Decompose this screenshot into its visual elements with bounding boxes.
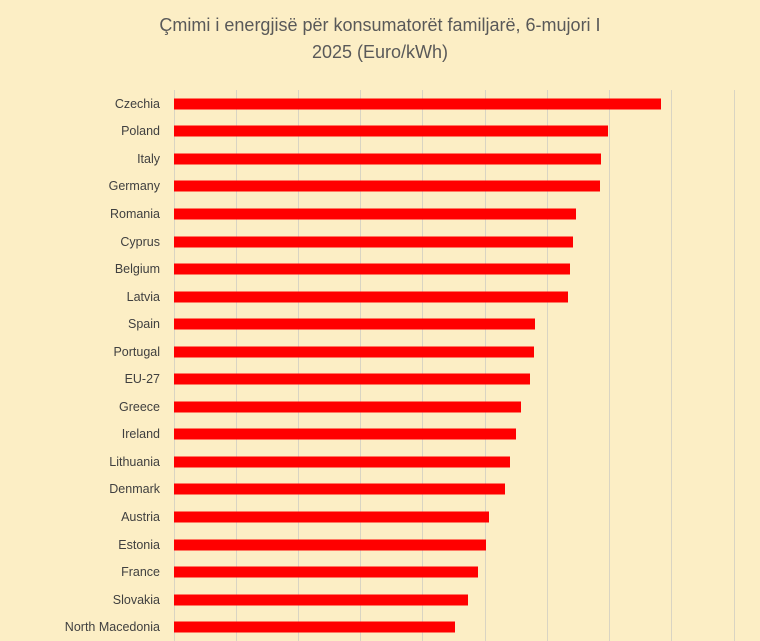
bar xyxy=(174,346,534,358)
x-gridline xyxy=(671,90,673,641)
bar-track xyxy=(174,448,760,476)
bar-track xyxy=(174,338,760,366)
y-axis-line xyxy=(173,90,175,641)
category-label: Germany xyxy=(108,179,160,194)
bar-track xyxy=(174,145,760,173)
bar xyxy=(174,153,601,165)
chart-rows: Czechia Poland Italy Germany Romania Cyprus Be… xyxy=(0,90,760,641)
bar xyxy=(174,401,522,413)
chart-title-line-2: 2025 (Euro/kWh) xyxy=(311,42,449,62)
bar xyxy=(174,291,569,303)
x-gridline xyxy=(484,90,486,641)
plot-area xyxy=(173,90,735,641)
chart-row: Portugal xyxy=(0,338,760,366)
bar xyxy=(174,373,530,385)
bar-track xyxy=(174,118,760,146)
bar xyxy=(174,125,609,137)
category-label: Austria xyxy=(121,509,160,524)
bar xyxy=(174,428,517,440)
chart-row: Poland xyxy=(0,118,760,146)
chart-row: Ireland xyxy=(0,421,760,449)
bar xyxy=(174,483,506,495)
chart-title: Çmimi i energjisë për konsumatorët famil… xyxy=(0,12,760,66)
bar-track xyxy=(174,283,760,311)
category-label: Romania xyxy=(109,206,160,221)
bar xyxy=(174,236,574,247)
x-gridline xyxy=(297,90,299,641)
bar xyxy=(174,180,600,192)
category-label: Lithuania xyxy=(109,454,160,469)
bar xyxy=(174,318,535,330)
category-label: Cyprus xyxy=(120,234,160,249)
bar xyxy=(174,539,487,551)
category-label: Ireland xyxy=(121,427,160,442)
category-label: EU-27 xyxy=(124,372,160,387)
chart-row: Austria xyxy=(0,503,760,531)
category-label: North Macedonia xyxy=(64,620,160,635)
bar-track xyxy=(174,586,760,614)
bar xyxy=(174,263,570,275)
bar xyxy=(174,511,489,523)
bar-track xyxy=(174,421,760,449)
chart-row: Romania xyxy=(0,200,760,228)
bar xyxy=(174,594,468,606)
chart-row: Spain xyxy=(0,310,760,338)
bar-track xyxy=(174,228,760,256)
chart-row: North Macedonia xyxy=(0,613,760,641)
category-label: Estonia xyxy=(118,537,160,552)
x-gridline xyxy=(733,90,735,641)
chart-row: EU-27 xyxy=(0,365,760,393)
x-gridline xyxy=(422,90,424,641)
chart-row: Latvia xyxy=(0,283,760,311)
bar-track xyxy=(174,476,760,504)
chart-row: France xyxy=(0,558,760,586)
category-label: Spain xyxy=(128,317,160,332)
chart-row: Lithuania xyxy=(0,448,760,476)
category-label: Greece xyxy=(119,399,160,414)
bar-track xyxy=(174,503,760,531)
category-label: Italy xyxy=(137,151,160,166)
category-label: Czechia xyxy=(114,96,160,111)
category-label: Poland xyxy=(121,124,160,139)
chart-row: Belgium xyxy=(0,255,760,283)
chart-row: Germany xyxy=(0,173,760,201)
bar xyxy=(174,566,478,578)
bar-track xyxy=(174,558,760,586)
category-label: Denmark xyxy=(109,482,160,497)
bar xyxy=(174,456,510,468)
chart-row: Italy xyxy=(0,145,760,173)
bar-track xyxy=(174,531,760,559)
chart-row: Czechia xyxy=(0,90,760,118)
category-label: Portugal xyxy=(113,344,160,359)
x-gridline xyxy=(546,90,548,641)
chart-row: Denmark xyxy=(0,476,760,504)
bar-track xyxy=(174,365,760,393)
bar-track xyxy=(174,613,760,641)
category-label: France xyxy=(121,565,160,580)
chart-row: Greece xyxy=(0,393,760,421)
bar xyxy=(174,208,576,220)
bar-track xyxy=(174,90,760,118)
bar xyxy=(174,98,661,110)
x-gridline xyxy=(609,90,611,641)
category-label: Latvia xyxy=(126,289,160,304)
x-gridline xyxy=(235,90,237,641)
x-gridline xyxy=(360,90,362,641)
bar-track xyxy=(174,393,760,421)
bar xyxy=(174,621,456,633)
bar-track xyxy=(174,255,760,283)
bar-track xyxy=(174,200,760,228)
bar-track xyxy=(174,310,760,338)
chart-row: Slovakia xyxy=(0,586,760,614)
chart-row: Cyprus xyxy=(0,228,760,256)
category-label: Belgium xyxy=(114,262,160,277)
chart-row: Estonia xyxy=(0,531,760,559)
bar-track xyxy=(174,173,760,201)
category-label: Slovakia xyxy=(112,592,160,607)
chart-title-line-1: Çmimi i energjisë për konsumatorët famil… xyxy=(159,15,601,35)
